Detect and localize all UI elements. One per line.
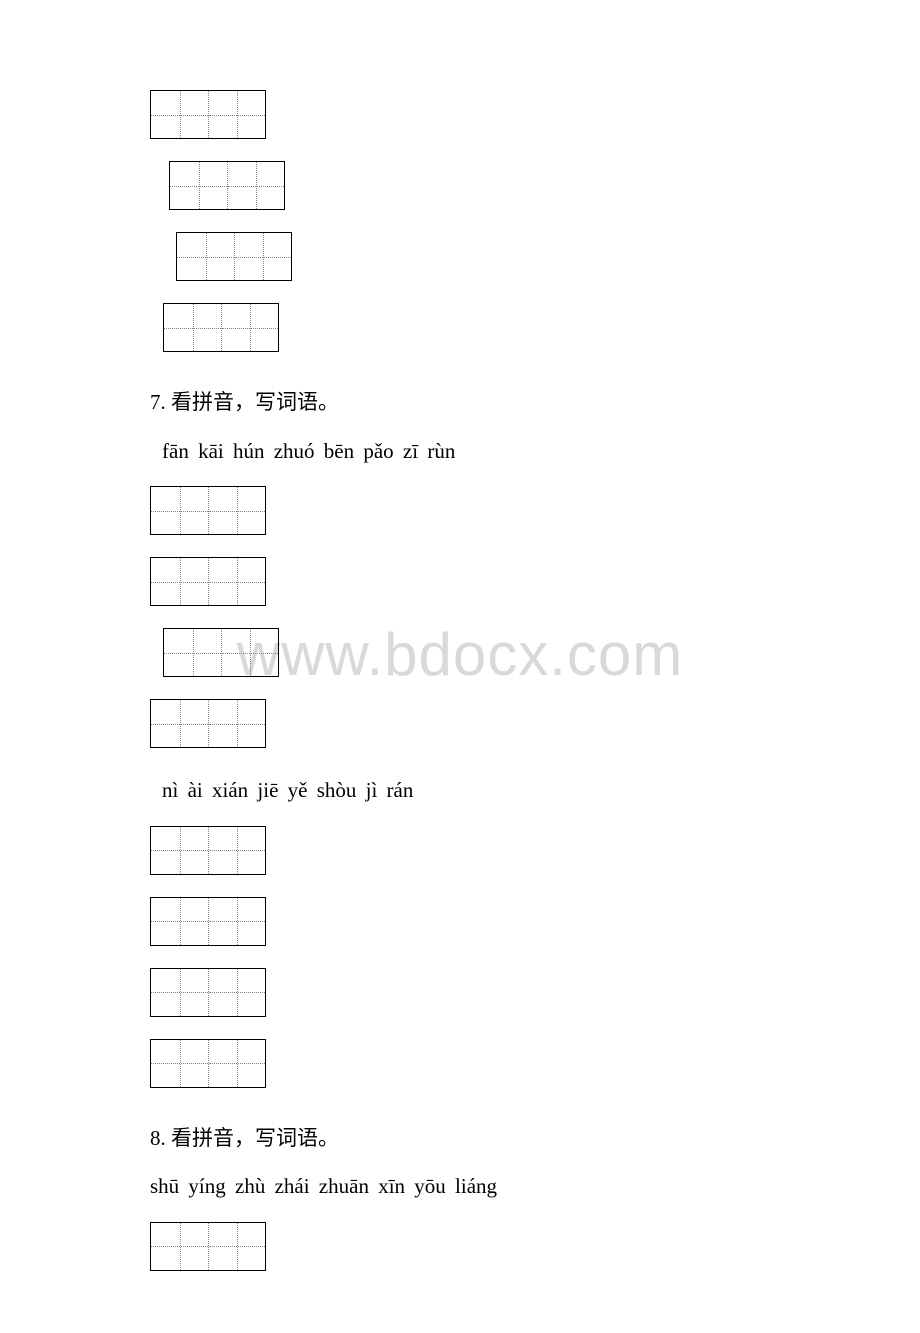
- char-grid-box: [150, 826, 266, 875]
- char-grid-box: [150, 90, 266, 139]
- page-content: 7. 看拼音，写词语。 fān kāi hún zhuó bēn pǎo zī …: [150, 90, 770, 1293]
- char-grid-box: [150, 1222, 266, 1271]
- char-grid-box: [150, 486, 266, 535]
- char-grid-box: [150, 557, 266, 606]
- grid-group-q8a: [150, 1222, 770, 1293]
- char-grid-box: [163, 303, 279, 352]
- char-grid-box: [150, 968, 266, 1017]
- char-grid-box: [169, 161, 285, 210]
- char-grid-box: [176, 232, 292, 281]
- question-8-title: 8. 看拼音，写词语。: [150, 1122, 770, 1156]
- char-grid-box: [150, 897, 266, 946]
- grid-group-prev: [150, 90, 770, 374]
- grid-group-q7b: [150, 826, 770, 1110]
- question-8-pinyin-1: shū yíng zhù zhái zhuān xīn yōu liáng: [150, 1170, 770, 1204]
- grid-group-q7a: [150, 486, 770, 770]
- question-7-pinyin-2: nì ài xián jiē yě shòu jì rán: [162, 774, 770, 808]
- question-7-title: 7. 看拼音，写词语。: [150, 386, 770, 420]
- char-grid-box: [150, 699, 266, 748]
- char-grid-box: [163, 628, 279, 677]
- char-grid-box: [150, 1039, 266, 1088]
- question-7-pinyin-1: fān kāi hún zhuó bēn pǎo zī rùn: [162, 435, 770, 469]
